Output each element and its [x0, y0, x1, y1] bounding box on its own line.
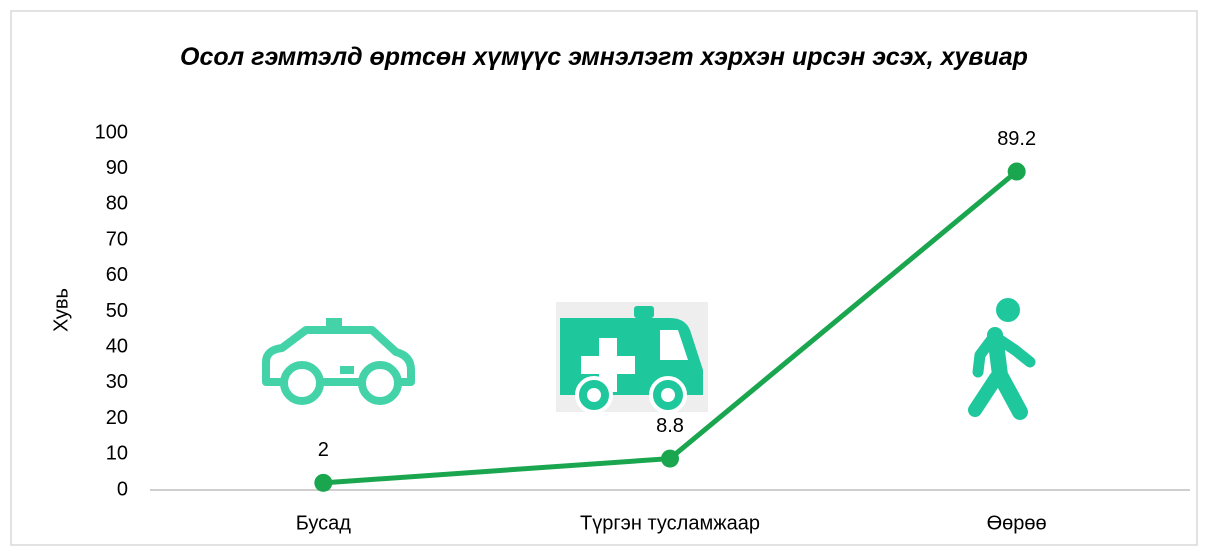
data-label: 2: [318, 439, 329, 461]
y-tick-label: 100: [95, 121, 128, 143]
y-tick-label: 70: [106, 228, 128, 250]
y-tick-label: 30: [106, 371, 128, 393]
car-icon: [262, 318, 415, 405]
walker-icon: [968, 298, 1036, 420]
y-tick-label: 90: [106, 157, 128, 179]
point: [661, 449, 679, 468]
y-tick-label: 60: [106, 264, 128, 286]
y-axis-label: Хувь: [50, 288, 72, 332]
y-tick-label: 0: [117, 478, 128, 500]
y-tick-label: 40: [106, 335, 128, 357]
y-tick-label: 80: [106, 193, 128, 215]
x-tick-label: Түргэн тусламжаар: [580, 512, 760, 534]
y-tick-label: 20: [106, 407, 128, 429]
x-tick-label: Бусад: [296, 512, 352, 534]
data-label: 8.8: [656, 415, 684, 437]
x-tick-label: Өөрөө: [987, 512, 1047, 534]
y-tick-label: 50: [106, 300, 128, 322]
point: [1007, 162, 1026, 181]
ambulance-icon: [556, 302, 708, 414]
y-tick-label: 10: [106, 443, 128, 465]
chart-title: Осол гэмтэлд өртсөн хүмүүс эмнэлэгт хэрх…: [180, 43, 1028, 71]
chart-border: [10, 10, 1198, 546]
point: [314, 473, 333, 492]
data-label: 89.2: [997, 128, 1036, 150]
